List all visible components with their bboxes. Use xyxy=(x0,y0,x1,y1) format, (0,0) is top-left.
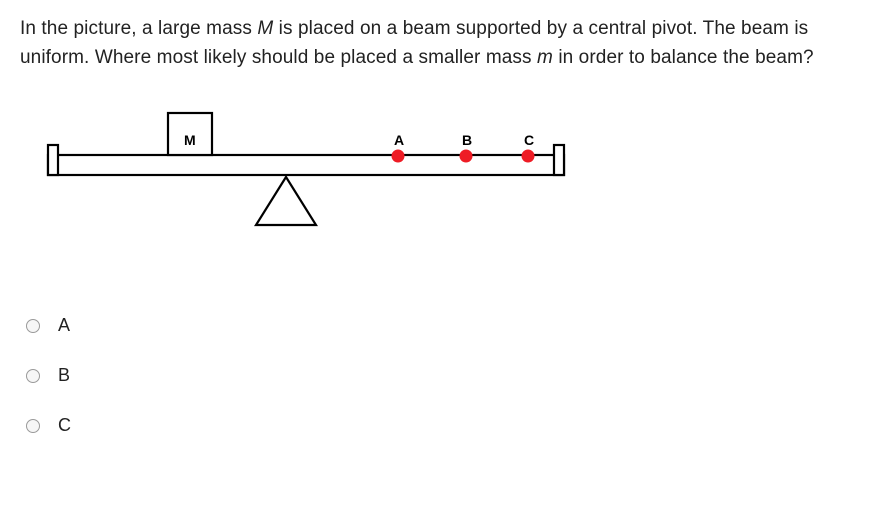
beam-diagram: MABC xyxy=(24,95,584,260)
q-line1-pre: In the picture, a large mass xyxy=(20,18,257,39)
option-a-radio[interactable] xyxy=(26,319,40,333)
svg-text:M: M xyxy=(184,132,196,148)
option-row-b[interactable]: B xyxy=(26,364,876,388)
option-c-label: C xyxy=(58,415,71,436)
question-text: In the picture, a large mass M is placed… xyxy=(20,14,876,73)
svg-text:A: A xyxy=(394,132,404,148)
q-line2-post: in order to balance the beam? xyxy=(553,47,814,68)
svg-text:B: B xyxy=(462,132,472,148)
option-b-label: B xyxy=(58,365,70,386)
option-b-radio[interactable] xyxy=(26,369,40,383)
q-line2-m: m xyxy=(537,47,553,68)
svg-text:C: C xyxy=(524,132,534,148)
q-line2-pre: uniform. Where most likely should be pla… xyxy=(20,47,537,68)
option-row-c[interactable]: C xyxy=(26,414,876,438)
option-a-label: A xyxy=(58,315,70,336)
option-row-a[interactable]: A xyxy=(26,314,876,338)
answer-options: A B C xyxy=(26,314,876,438)
option-c-radio[interactable] xyxy=(26,419,40,433)
q-line1-M: M xyxy=(257,18,273,39)
q-line1-post: is placed on a beam supported by a centr… xyxy=(273,18,808,39)
